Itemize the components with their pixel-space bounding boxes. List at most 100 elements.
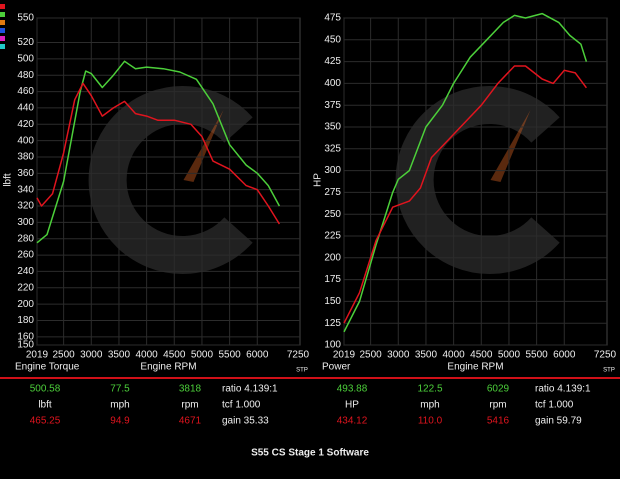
y-tick-label: 325 [324,143,341,154]
stat: 500.58 [30,384,61,395]
watermark [490,110,531,182]
stat: gain 59.79 [535,416,582,427]
stat: mph [110,400,129,411]
chart-name: Power [322,362,351,373]
marker [0,4,5,9]
stat: 110.0 [418,416,443,427]
x-tick-label: 6000 [553,350,576,361]
marker [0,36,5,41]
marker [0,20,5,25]
y-tick-label: 275 [324,187,341,198]
title: S55 CS Stage 1 Software [251,448,369,459]
y-tick-label: 400 [17,135,34,146]
stat: tcf 1.000 [222,400,261,411]
stat: 465.25 [30,416,61,427]
x-axis-label: Engine RPM [447,362,503,373]
x-tick-label: 3000 [387,350,410,361]
stat: HP [345,400,359,411]
stat: mph [420,400,439,411]
stat: gain 35.33 [222,416,269,427]
stat: rpm [489,400,506,411]
y-tick-label: 125 [324,318,341,329]
x-tick-label: 6000 [246,350,269,361]
series-line [343,65,588,324]
y-tick-label: 375 [324,100,341,111]
y-tick-label: 100 [324,340,341,351]
y-tick-label: 460 [17,86,34,97]
x-tick-label: 2500 [52,350,75,361]
x-tick-label: 5000 [498,350,521,361]
y-axis-label: lbft [3,173,14,187]
chart-name: Engine Torque [15,362,80,373]
y-tick-label: 340 [17,184,34,195]
units: STP [603,368,615,374]
stat: rpm [181,400,198,411]
x-tick-label: 5500 [525,350,548,361]
y-tick-label: 180 [17,315,34,326]
stat: 3818 [179,384,202,395]
x-axis-label: Engine RPM [140,362,196,373]
x-tick-label: 3000 [80,350,103,361]
stat: ratio 4.139:1 [222,384,278,395]
y-tick-label: 350 [324,122,341,133]
stat: 493.88 [337,384,368,395]
x-tick-label: 3500 [415,350,438,361]
x-tick-label: 4500 [470,350,493,361]
y-tick-label: 480 [17,70,34,81]
marker [0,44,5,49]
series-line [343,12,588,333]
y-tick-label: 500 [17,54,34,65]
y-tick-label: 425 [324,56,341,67]
y-tick-label: 550 [17,13,34,24]
y-tick-label: 220 [17,282,34,293]
stat: tcf 1.000 [535,400,574,411]
x-end-label: 7250 [287,350,310,361]
y-tick-label: 160 [17,331,34,342]
marker [0,28,5,33]
watermark [183,110,224,182]
stat: 122.5 [417,384,442,395]
y-tick-label: 260 [17,250,34,261]
stat: ratio 4.139:1 [535,384,591,395]
series-line [36,82,281,225]
stat: lbft [38,400,52,411]
y-tick-label: 175 [324,274,341,285]
y-tick-label: 300 [324,165,341,176]
y-tick-label: 150 [324,296,341,307]
y-tick-label: 200 [17,299,34,310]
y-tick-label: 400 [324,78,341,89]
x-tick-label: 2500 [359,350,382,361]
y-tick-label: 280 [17,233,34,244]
stat: 6029 [487,384,510,395]
y-tick-label: 225 [324,231,341,242]
stat: 4671 [179,416,202,427]
x-tick-label: 2019 [26,350,49,361]
y-tick-label: 300 [17,217,34,228]
x-end-label: 7250 [594,350,617,361]
y-tick-label: 475 [324,13,341,24]
y-tick-label: 200 [324,252,341,263]
y-tick-label: 380 [17,152,34,163]
y-tick-label: 150 [17,340,34,351]
stat: 5416 [487,416,510,427]
stat: 434.12 [337,416,368,427]
stat: 94.9 [110,416,130,427]
y-axis-label: HP [313,173,324,187]
x-tick-label: 4500 [163,350,186,361]
x-tick-label: 5500 [218,350,241,361]
x-tick-label: 2019 [333,350,356,361]
y-tick-label: 450 [324,34,341,45]
x-tick-label: 4000 [442,350,465,361]
y-tick-label: 320 [17,201,34,212]
units: STP [296,368,308,374]
y-tick-label: 520 [17,37,34,48]
y-tick-label: 360 [17,168,34,179]
stat: 77.5 [110,384,130,395]
y-tick-label: 240 [17,266,34,277]
x-tick-label: 5000 [191,350,214,361]
y-tick-label: 420 [17,119,34,130]
y-tick-label: 250 [324,209,341,220]
marker [0,12,5,17]
